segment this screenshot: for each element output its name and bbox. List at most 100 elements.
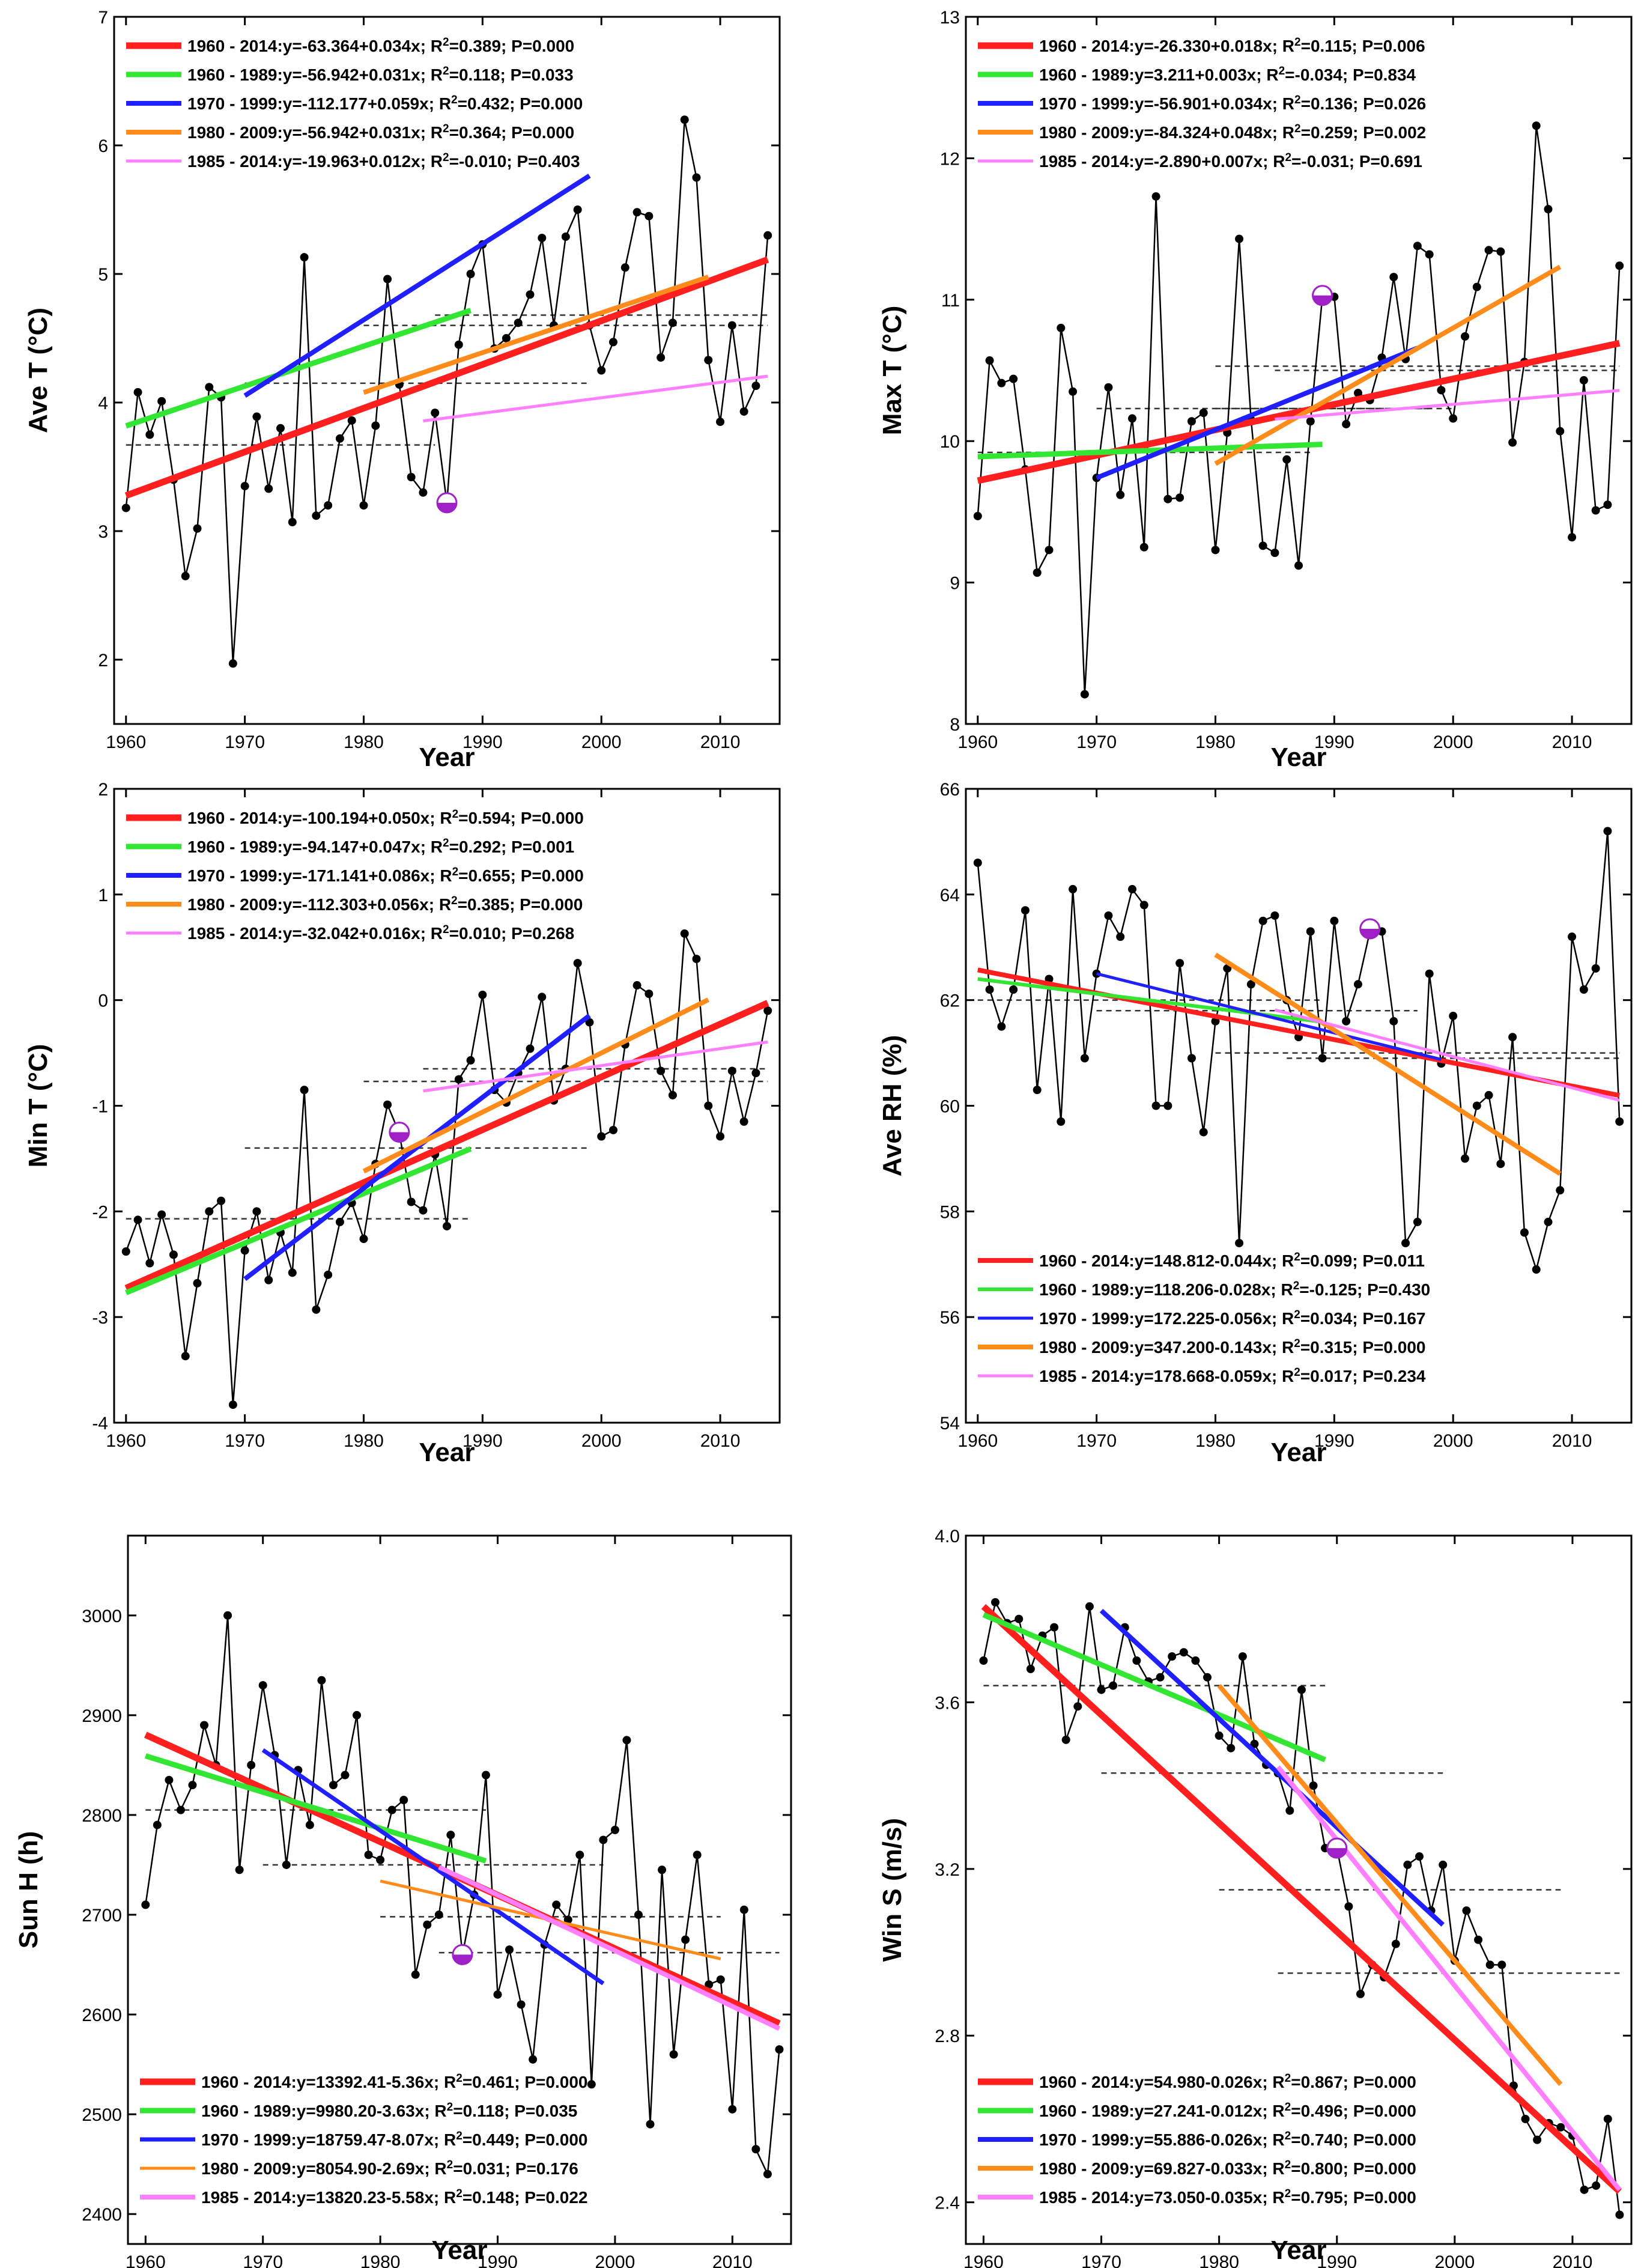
legend-equation: y=55.886-0.026x <box>1135 2130 1263 2149</box>
y-tick-label: 2800 <box>82 1806 122 1826</box>
legend-p: 0.268 <box>532 924 574 943</box>
data-point <box>973 859 982 868</box>
data-point <box>1151 1101 1160 1110</box>
data-point <box>610 1825 619 1834</box>
data-point <box>1472 282 1481 291</box>
data-point <box>1437 386 1446 395</box>
trend-line-5 <box>1274 1008 1620 1102</box>
legend-r-label: ; R <box>420 37 443 55</box>
y-tick-label: 60 <box>940 1097 960 1117</box>
legend-period: 1960 - 1989 <box>187 65 277 84</box>
data-point <box>1104 911 1113 920</box>
legend-r2: 0.655 <box>469 866 511 885</box>
data-point <box>622 1736 631 1745</box>
data-point <box>1282 455 1291 464</box>
data-point <box>157 397 166 406</box>
legend-r-label: ; R <box>1272 123 1294 142</box>
legend-entry-1: 1960 - 2014:y=-100.194+0.050x; R2=0.594;… <box>187 808 584 827</box>
legend-period: 1960 - 1989 <box>1039 65 1129 84</box>
legend-r2: -0.010 <box>459 152 506 171</box>
legend-r2: 0.385 <box>467 895 509 914</box>
legend-p: 0.403 <box>538 152 580 171</box>
data-point <box>1580 2185 1589 2194</box>
legend-p: 0.000 <box>545 2073 587 2091</box>
legend-period: 1970 - 1999 <box>201 2130 291 2149</box>
data-point <box>680 115 689 124</box>
trend-line-2 <box>125 1146 472 1295</box>
data-point <box>1163 494 1172 503</box>
data-point <box>575 1850 584 1859</box>
data-point <box>1187 417 1196 426</box>
legend-eq: = <box>1291 2188 1300 2207</box>
trend-line-3 <box>243 174 591 398</box>
data-point <box>1415 1852 1424 1861</box>
data-point <box>181 1352 190 1361</box>
legend-eq: = <box>1300 1251 1310 1270</box>
data-point <box>1532 1265 1541 1274</box>
legend-r-label: ; R <box>1272 94 1294 113</box>
legend-sep: : <box>1129 37 1134 55</box>
y-tick-label: 6 <box>98 136 108 156</box>
data-point <box>561 232 570 241</box>
data-point <box>188 1781 197 1790</box>
legend-equation: y=148.812-0.044x <box>1135 1251 1272 1270</box>
change-point-marker-fill <box>437 502 456 512</box>
data-point <box>1449 414 1458 423</box>
data-point <box>1033 1086 1042 1095</box>
legend-r2: 0.017 <box>1310 1367 1352 1385</box>
legend-equation: y=-94.147+0.047x <box>283 838 420 856</box>
legend-r-sup: 2 <box>1293 1280 1300 1292</box>
data-point <box>1556 427 1565 436</box>
legend-entry-3: 1970 - 1999:y=172.225-0.056x; R2=0.034; … <box>1039 1309 1425 1328</box>
data-point <box>1353 980 1362 989</box>
legend-equation: y=-56.901+0.034x <box>1135 94 1272 113</box>
legend-entry-3: 1970 - 1999:y=-56.901+0.034x; R2=0.136; … <box>1039 94 1426 113</box>
legend-r2: 0.496 <box>1301 2102 1343 2120</box>
legend-equation: y=3.211+0.003x <box>1135 65 1257 84</box>
legend-period: 1960 - 2014 <box>201 2073 291 2091</box>
data-point <box>258 1681 267 1690</box>
x-tick-label: 1990 <box>463 1431 503 1451</box>
trend-line-4 <box>1217 1684 1563 2086</box>
legend-sep: : <box>1129 2102 1134 2120</box>
data-point <box>1306 417 1315 426</box>
data-point <box>716 1975 725 1984</box>
legend-p-label: ; P= <box>1343 2102 1374 2120</box>
legend-entry-5: 1985 - 2014:y=178.668-0.059x; R2=0.017; … <box>1039 1366 1426 1385</box>
data-point <box>599 1835 608 1844</box>
data-point <box>443 1221 451 1230</box>
legend-sep: : <box>1129 1338 1134 1357</box>
legend-eq: = <box>449 152 459 171</box>
legend-r-label: ; R <box>1262 2073 1284 2091</box>
data-point <box>1533 2135 1542 2144</box>
legend-period: 1960 - 2014 <box>1039 2073 1129 2091</box>
legend-p: 0.430 <box>1388 1280 1430 1299</box>
legend-p-label: ; P= <box>511 866 542 885</box>
legend-r-label: ; R <box>429 866 452 885</box>
data-point <box>728 2105 737 2114</box>
y-tick-label: 10 <box>940 432 960 452</box>
legend-eq: = <box>1301 94 1311 113</box>
legend-p: 0.000 <box>1374 2159 1416 2178</box>
x-tick-label: 1970 <box>243 2252 283 2268</box>
data-point <box>751 382 760 391</box>
y-tick-label: 3.2 <box>935 1860 960 1880</box>
y-tick-label: 7 <box>98 8 108 28</box>
x-tick-label: 1970 <box>1076 732 1117 752</box>
legend-p: 0.026 <box>1384 94 1426 113</box>
x-tick-label: 2000 <box>1434 2252 1475 2268</box>
legend-entry-5: 1985 - 2014:y=13820.23-5.58x; R2=0.148; … <box>201 2187 587 2207</box>
data-point <box>165 1775 174 1784</box>
data-point <box>288 518 297 527</box>
legend-r-sup: 2 <box>443 837 449 850</box>
data-point <box>1344 1902 1353 1911</box>
legend-r-sup: 2 <box>443 123 449 135</box>
data-point <box>657 353 666 362</box>
legend-r-sup: 2 <box>447 2101 453 2114</box>
legend-period: 1980 - 2009 <box>1039 1338 1129 1357</box>
data-point <box>1132 1656 1141 1665</box>
legend-period: 1970 - 1999 <box>187 94 277 113</box>
legend-period: 1980 - 2009 <box>187 123 277 142</box>
data-point <box>645 211 654 220</box>
data-point <box>1128 885 1136 894</box>
